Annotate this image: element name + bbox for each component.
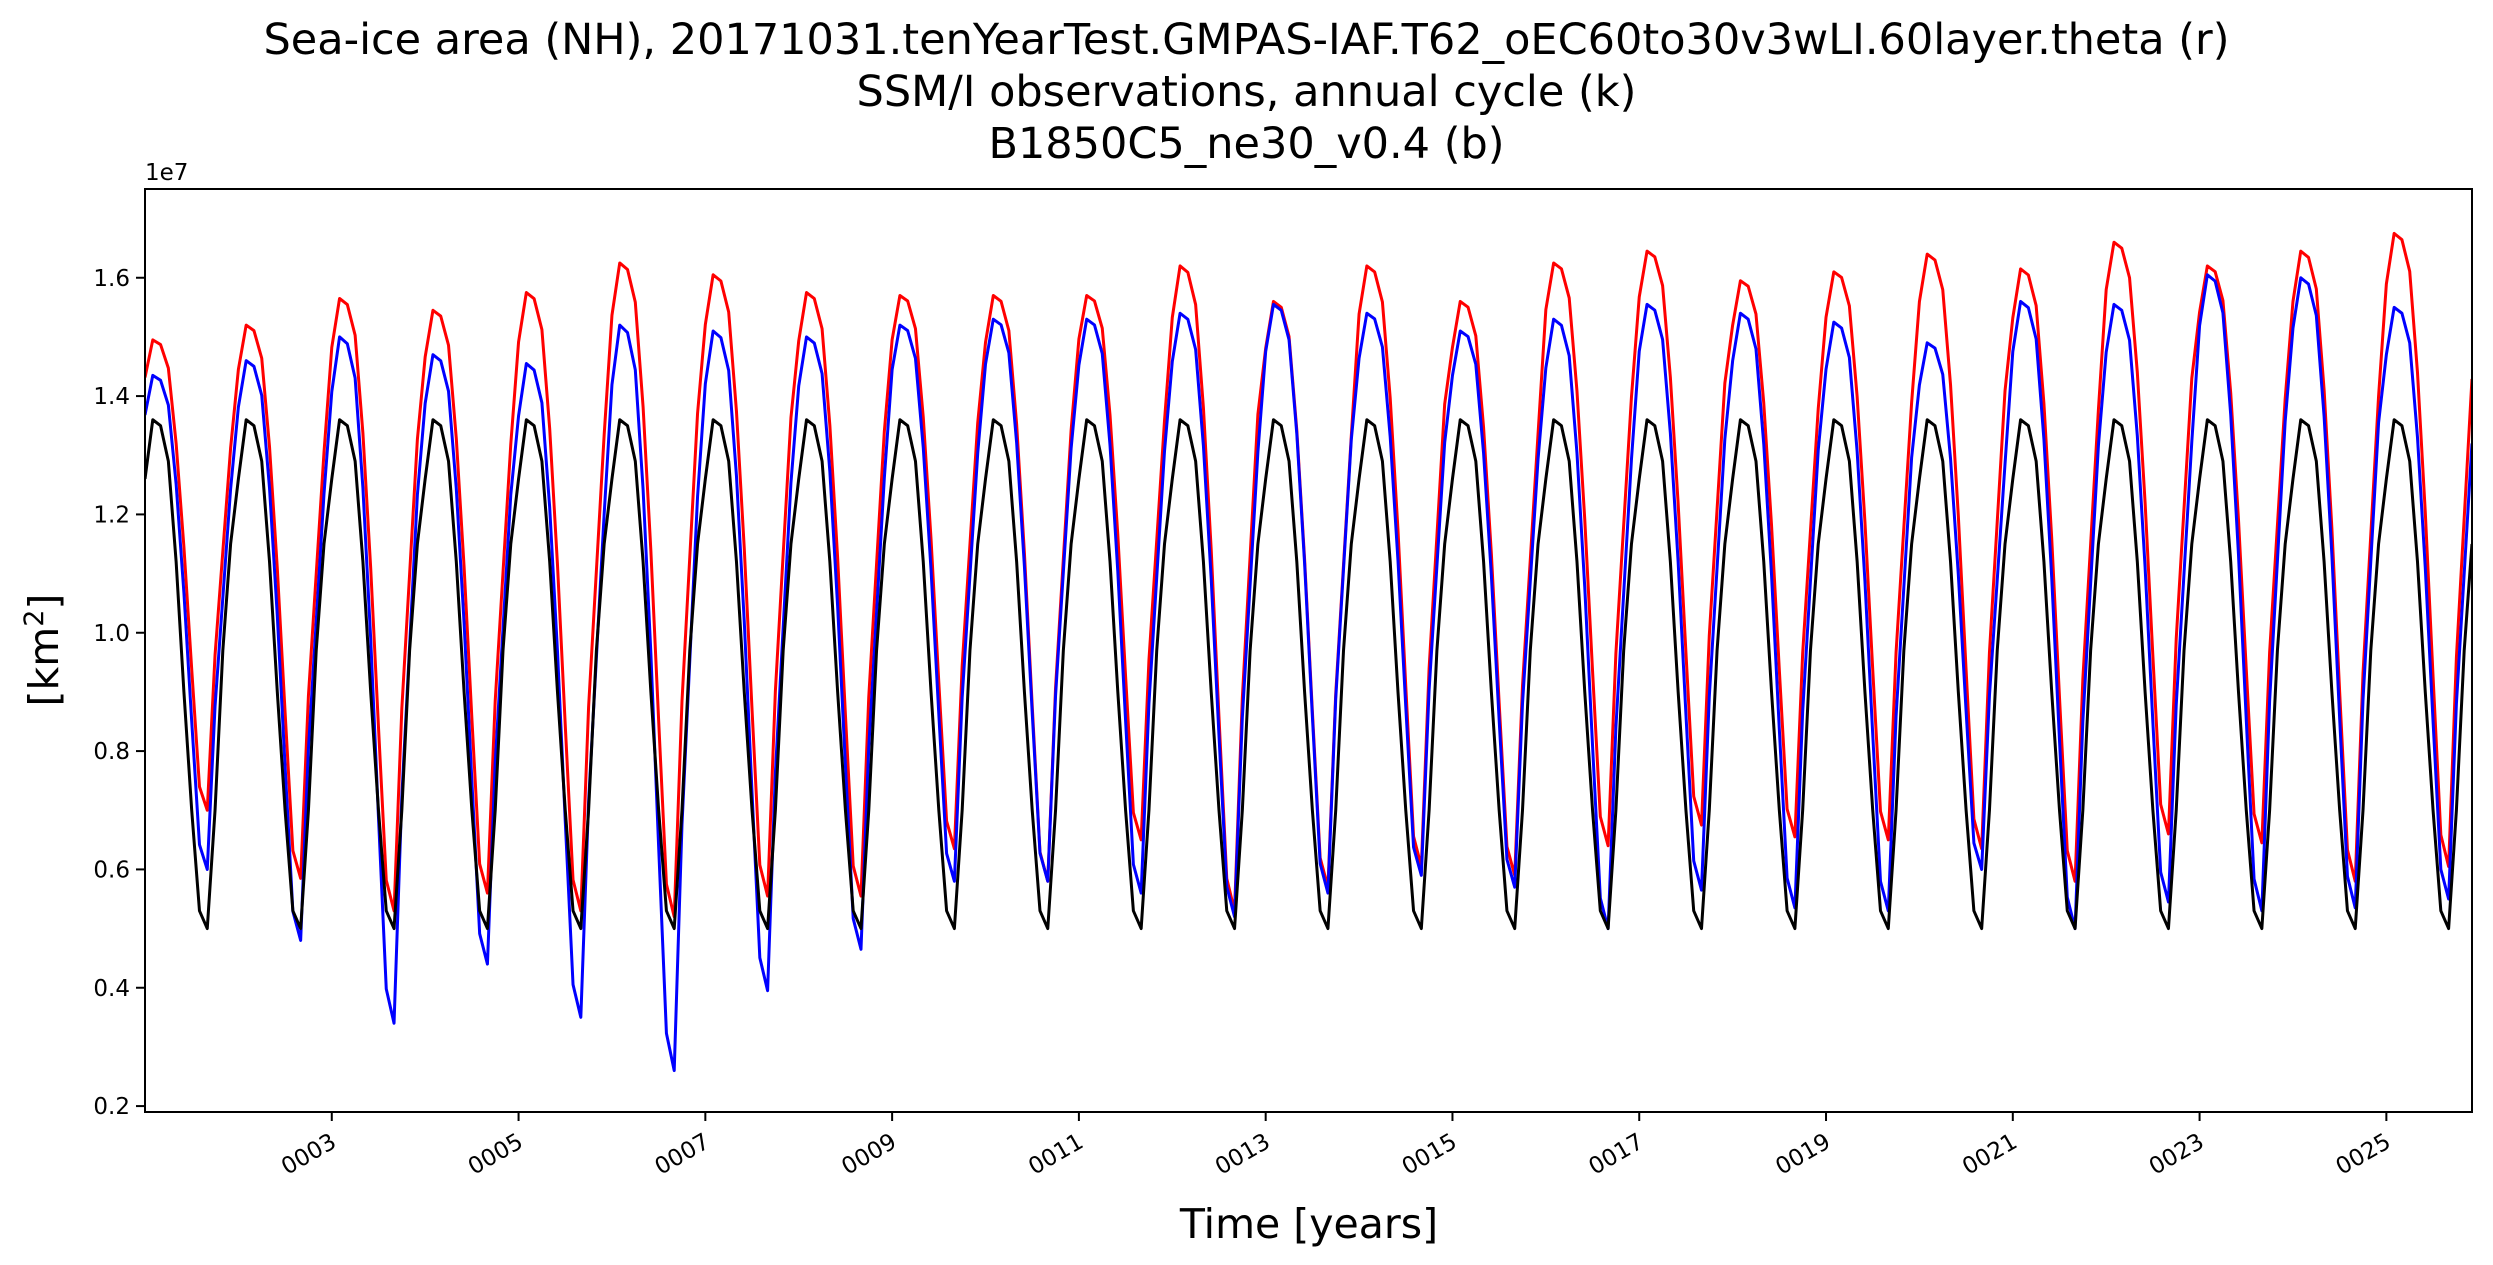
- y-tick-label-1: 0.4: [93, 976, 130, 1002]
- x-tick-label-4: 0011: [1024, 1129, 1088, 1181]
- x-tick-label-11: 0025: [2332, 1129, 2396, 1181]
- y-tick-label-5: 1.2: [93, 502, 130, 528]
- y-offset-label: 1e7: [145, 160, 188, 186]
- x-tick-label-10: 0023: [2145, 1129, 2209, 1181]
- x-tick-label-3: 0009: [837, 1129, 901, 1181]
- y-axis-label: [km2]: [19, 594, 69, 707]
- x-axis-label: Time [years]: [1179, 1200, 1438, 1248]
- x-tick-label-8: 0019: [1771, 1129, 1835, 1181]
- y-axis-label-superscript: 2: [19, 610, 50, 627]
- chart-title: Sea-ice area (NH), 20171031.tenYearTest.…: [0, 14, 2493, 170]
- x-tick-label-6: 0015: [1398, 1129, 1462, 1181]
- y-tick-label-3: 0.8: [93, 739, 130, 765]
- y-axis-label-end: ]: [20, 594, 68, 610]
- y-tick-label-2: 0.6: [93, 857, 130, 883]
- x-tick-label-9: 0021: [1958, 1129, 2022, 1181]
- y-axis-label-main: [km: [20, 627, 68, 707]
- chart-title-line-2: SSM/I observations, annual cycle (k): [856, 67, 1637, 117]
- series-layer: [145, 231, 2472, 1073]
- ticks-layer: 0.2 0.4 0.6 0.8 1.0 1.2 1.4 1.6 0003 0005 0007 0009…: [93, 266, 2395, 1181]
- x-tick-label-2: 0007: [651, 1129, 715, 1181]
- chart-title-line-1: Sea-ice area (NH), 20171031.tenYearTest.…: [263, 15, 2230, 65]
- y-tick-label-0: 0.2: [93, 1094, 130, 1120]
- series-line-2: [145, 418, 2472, 931]
- x-tick-label-1: 0005: [464, 1129, 528, 1181]
- y-tick-label-6: 1.4: [93, 384, 130, 410]
- y-tick-label-7: 1.6: [93, 266, 130, 292]
- x-tick-label-0: 0003: [277, 1129, 341, 1181]
- chart-title-line-3: B1850C5_ne30_v0.4 (b): [988, 119, 1505, 169]
- y-tick-label-4: 1.0: [93, 621, 130, 647]
- x-tick-label-5: 0013: [1211, 1129, 1275, 1181]
- series-line-1: [145, 273, 2472, 1073]
- x-tick-label-7: 0017: [1585, 1129, 1649, 1181]
- plot-area-frame: [144, 188, 2473, 1113]
